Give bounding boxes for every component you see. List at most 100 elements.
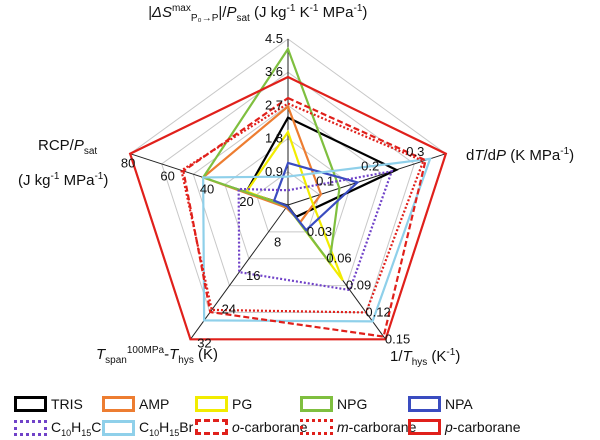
label-segment: P	[226, 4, 237, 21]
tick-label: 0.2	[361, 159, 379, 174]
label-segment: (K	[427, 348, 447, 365]
tick-label: 24	[222, 302, 236, 317]
axis-spoke	[287, 153, 447, 206]
axis-label-temperature-span: Tspan100MPa-Thys (K)	[96, 346, 218, 366]
grid-ring	[161, 71, 415, 313]
tick-label: 20	[239, 194, 253, 209]
legend-item: m-carborane	[300, 419, 416, 435]
label-segment: 100MPa	[126, 345, 165, 356]
legend-item: TRIS	[14, 396, 83, 412]
tick-label: 0.09	[346, 278, 371, 293]
label-segment: sat	[83, 146, 98, 157]
label-segment: -1	[446, 347, 456, 358]
legend-item: C10H15Cl	[14, 419, 105, 438]
label-segment: MPa	[59, 172, 95, 189]
legend-swatch	[14, 420, 47, 437]
tick-label: 80	[121, 156, 135, 171]
legend-swatch	[102, 420, 135, 437]
legend-item: o-carborane	[195, 419, 308, 435]
label-segment: P	[73, 137, 84, 154]
legend-swatch	[195, 396, 228, 412]
label-segment: K	[295, 4, 310, 21]
label-segment: |/	[218, 4, 227, 21]
legend-swatch	[102, 396, 135, 412]
label-segment: sat	[236, 13, 250, 24]
label-segment: H	[71, 419, 82, 435]
label-segment: -1	[560, 146, 570, 157]
label-segment: 1/	[390, 348, 403, 365]
legend-label: NPA	[445, 396, 473, 412]
legend-item: p-carborane	[408, 419, 521, 435]
legend-swatch	[300, 396, 333, 412]
legend-label: NPG	[337, 396, 367, 412]
legend-item: NPA	[408, 396, 473, 412]
label-segment: C	[51, 419, 62, 435]
label-segment: C	[139, 419, 150, 435]
label-segment: )	[569, 147, 575, 164]
axis-spoke	[190, 204, 289, 340]
label-segment: Br	[179, 419, 194, 435]
label-segment: hys	[411, 357, 428, 368]
label-segment: T	[402, 348, 412, 365]
tick-label: 2.7	[265, 97, 283, 112]
label-segment: T	[169, 346, 179, 363]
legend-item: NPG	[300, 396, 367, 412]
label-segment: -1	[94, 171, 104, 182]
series-4-polygon	[272, 161, 360, 232]
label-segment: (K)	[193, 346, 219, 363]
label-segment: span	[105, 355, 127, 366]
label-segment: TRIS	[51, 396, 83, 412]
label-segment: )	[455, 348, 461, 365]
label-segment: (J kg	[18, 172, 51, 189]
tick-label: 0.9	[265, 164, 283, 179]
label-segment: 15	[81, 427, 92, 438]
legend-label: C10H15Br	[139, 419, 193, 438]
label-segment: -carborane	[239, 419, 308, 435]
label-segment: -1	[353, 3, 363, 14]
label-segment: max	[171, 3, 191, 14]
grid-ring	[255, 171, 321, 233]
legend: TRIS AMP PG NPG NPA C10H15Cl C10H15Br o-carbora…	[0, 388, 600, 440]
tick-label: 0.03	[307, 224, 332, 239]
label-segment: -1	[50, 171, 60, 182]
axis-label-rcp: RCP/Psat	[38, 138, 97, 157]
series-6-polygon	[202, 157, 432, 323]
tick-label: 0.1	[316, 173, 334, 188]
legend-swatch	[195, 419, 228, 435]
label-segment: (J kg	[249, 4, 287, 21]
tick-label: 0.3	[406, 144, 424, 159]
legend-label: m-carborane	[337, 419, 416, 435]
axis-label-hysteresis: 1/Thys (K-1)	[390, 348, 460, 368]
axis-label-entropy: |ΔSmaxP₀→P|/Psat (J kg-1 K-1 MPa-1)	[148, 4, 367, 24]
label-segment: NPG	[337, 396, 368, 412]
legend-item: PG	[195, 396, 252, 412]
label-segment: RCP/	[38, 137, 74, 154]
tick-label: 16	[246, 268, 260, 283]
tick-label: 60	[160, 169, 174, 184]
label-segment: AMP	[139, 396, 170, 412]
legend-swatch	[408, 396, 441, 412]
label-segment: NPA	[445, 396, 473, 412]
label-segment: PG	[232, 396, 253, 412]
label-segment: P₀→P	[190, 13, 219, 24]
legend-item: C10H15Br	[102, 419, 193, 438]
label-segment: T	[474, 147, 484, 164]
tick-label: 40	[200, 181, 214, 196]
tick-label: 4.5	[265, 31, 283, 46]
label-segment: -carborane	[348, 419, 417, 435]
series-9-polygon	[128, 75, 448, 341]
label-segment: p	[445, 419, 453, 435]
series-7-polygon	[182, 96, 427, 338]
legend-swatch	[14, 396, 47, 412]
tick-label: 0.15	[385, 331, 410, 346]
label-segment: H	[159, 419, 170, 435]
axis-label-rcp-unit: (J kg-1 MPa-1)	[18, 171, 108, 189]
tick-label: 0.06	[326, 251, 351, 266]
label-segment: -carborane	[452, 419, 521, 435]
tick-label: 3.6	[265, 64, 283, 79]
label-segment: P	[496, 147, 507, 164]
label-segment: /d	[483, 147, 497, 164]
label-segment: |ΔS	[148, 4, 172, 21]
label-segment: (K MPa	[506, 147, 561, 164]
tick-label: 1.8	[265, 131, 283, 146]
